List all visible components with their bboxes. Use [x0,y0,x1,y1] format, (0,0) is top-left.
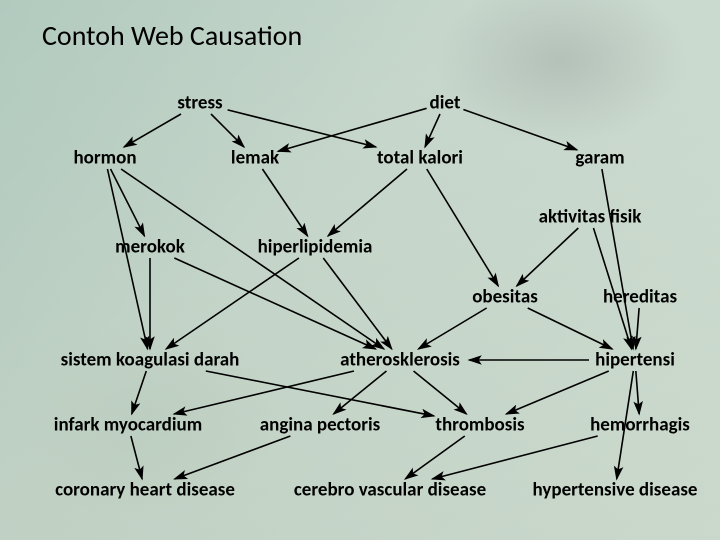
node-hiperlip: hiperlipidemia [258,236,373,259]
node-stress: stress [177,92,222,115]
node-diet: diet [430,92,461,115]
node-hemorrhagis: hemorrhagis [590,414,690,437]
node-athero: atherosklerosis [340,349,460,372]
node-thrombosis: thrombosis [435,414,524,437]
node-totalkalori: total kalori [377,147,463,170]
node-cvd: cerebro vascular disease [294,479,486,502]
node-hormon: hormon [73,147,136,170]
node-aktivitas: aktivitas fisik [539,206,642,229]
page-title: Contoh Web Causation [42,18,302,53]
node-hypd: hypertensive disease [533,479,698,502]
node-merokok: merokok [115,236,185,259]
background [0,0,720,540]
node-koagulasi: sistem koagulasi darah [61,349,240,372]
node-angina: angina pectoris [260,414,380,437]
node-hipertensi: hipertensi [595,349,675,372]
node-obesitas: obesitas [472,286,538,309]
node-hereditas: hereditas [603,286,677,309]
node-garam: garam [575,147,624,170]
node-infark: infark myocardium [54,414,202,437]
node-chd: coronary heart disease [55,479,235,502]
node-lemak: lemak [231,147,279,170]
